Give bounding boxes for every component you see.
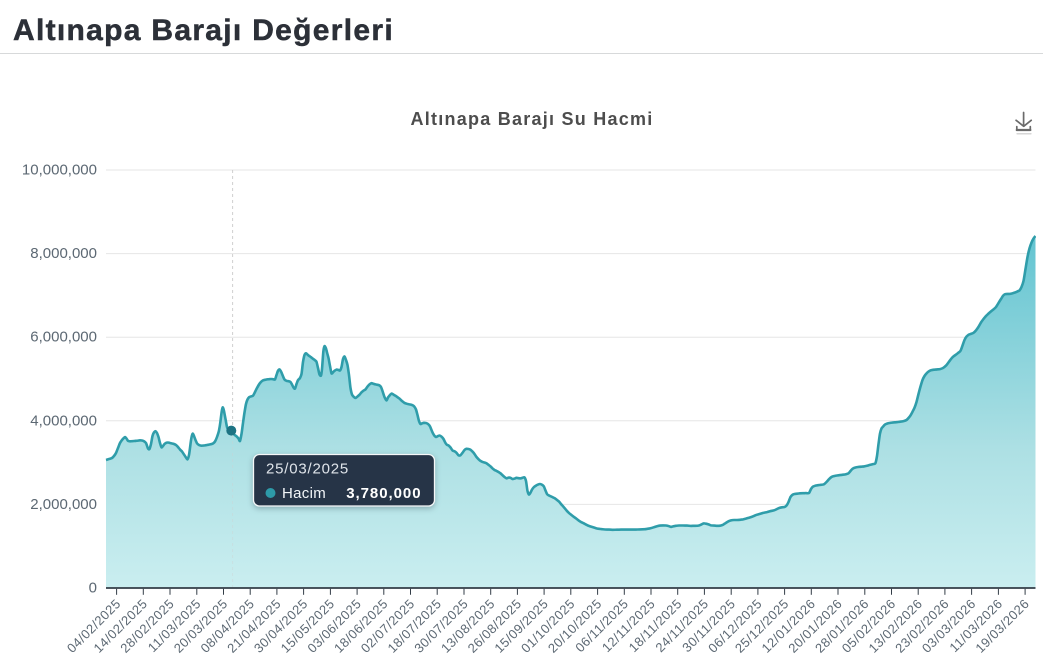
svg-text:0: 0 [89, 580, 97, 597]
svg-text:25/03/2025: 25/03/2025 [266, 461, 349, 478]
svg-text:2,000,000: 2,000,000 [30, 496, 97, 513]
svg-text:10,000,000: 10,000,000 [22, 162, 97, 179]
svg-text:4,000,000: 4,000,000 [30, 412, 97, 429]
svg-text:Hacim: Hacim [282, 485, 326, 502]
svg-text:3,780,000: 3,780,000 [346, 485, 421, 502]
svg-text:6,000,000: 6,000,000 [30, 329, 97, 346]
svg-text:8,000,000: 8,000,000 [30, 245, 97, 262]
svg-text:Altınapa Barajı Su Hacmi: Altınapa Barajı Su Hacmi [410, 109, 653, 129]
